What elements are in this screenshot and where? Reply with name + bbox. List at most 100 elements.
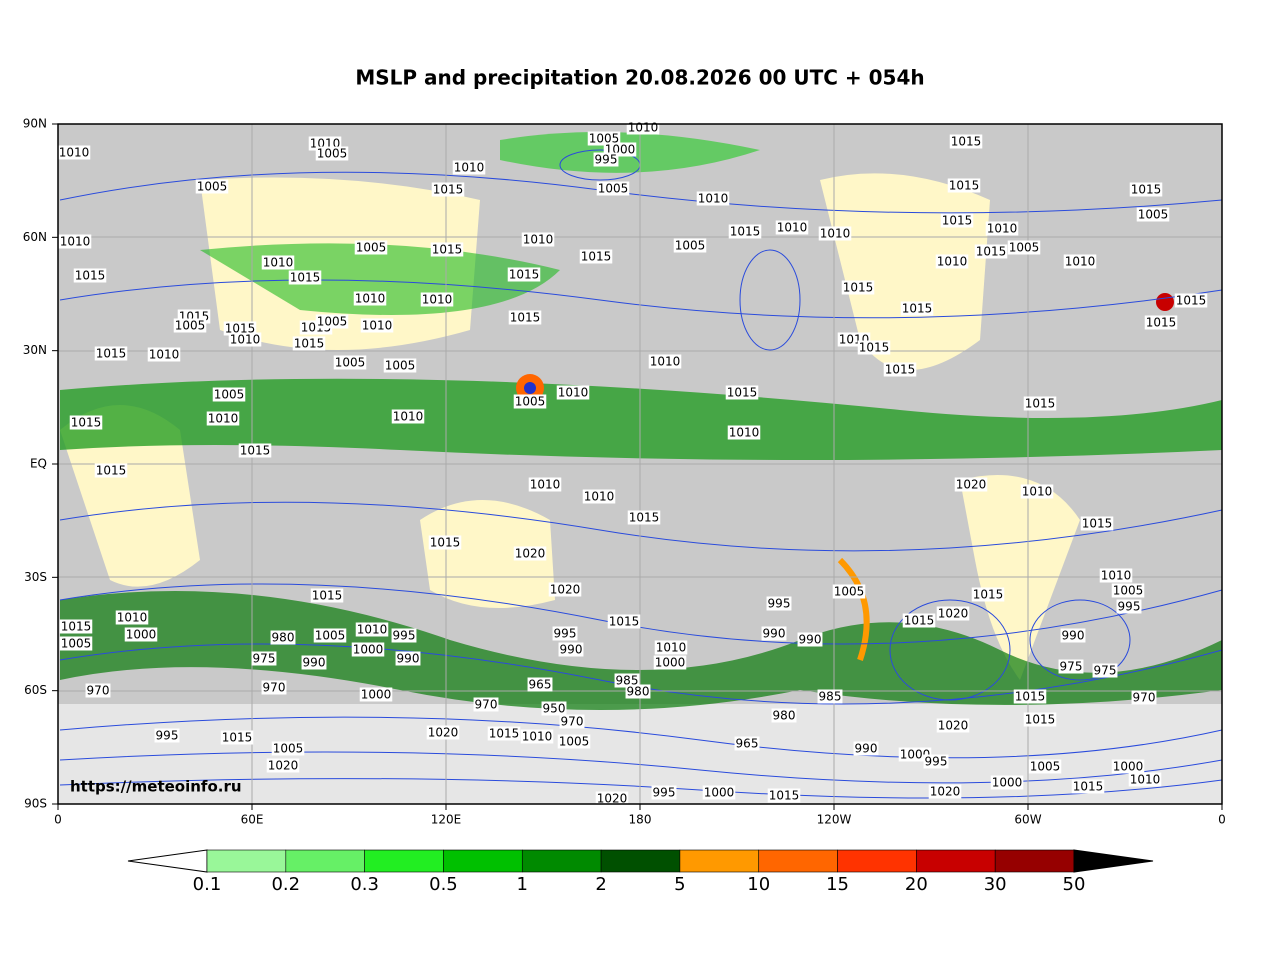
- isobar-label: 970: [1133, 691, 1156, 705]
- isobar-label-bg: [1023, 396, 1057, 411]
- isobar-label: 990: [303, 656, 326, 670]
- isobar-label-bg: [528, 477, 562, 492]
- isobar-label-bg: [898, 747, 932, 762]
- isobar-label: 1015: [581, 250, 612, 264]
- isobar-label-bg: [383, 358, 417, 373]
- isobar-label-bg: [228, 332, 262, 347]
- isobar-label-bg: [985, 221, 1019, 236]
- isobar-label: 1010: [523, 233, 554, 247]
- isobar-label: 1015: [951, 135, 982, 149]
- isobar-label: 1015: [432, 243, 463, 257]
- isobar-label-bg: [797, 632, 823, 647]
- isobar-label-bg: [391, 628, 417, 643]
- isobar-label-bg: [73, 268, 107, 283]
- isobar-label: 1010: [362, 319, 393, 333]
- isobar-label-bg: [428, 535, 462, 550]
- isobar-label-bg: [315, 314, 349, 329]
- isobar-label: 970: [263, 681, 286, 695]
- isobar-label: 1005: [675, 239, 706, 253]
- isobar-label: 1005: [1030, 760, 1061, 774]
- isobar-label: 1000: [900, 748, 931, 762]
- colorbar-box: [443, 849, 523, 873]
- isobar-label-bg: [59, 619, 93, 634]
- isobar-label: 1005: [273, 742, 304, 756]
- isobar-label-bg: [1020, 484, 1054, 499]
- isobar-label-bg: [1013, 689, 1047, 704]
- isobar-label: 1015: [904, 614, 935, 628]
- isobar-label: 1005: [335, 356, 366, 370]
- isobar-label: 1010: [355, 292, 386, 306]
- isobar-label-bg: [301, 655, 327, 670]
- isobar-label: 995: [393, 629, 416, 643]
- isobar-label: 980: [773, 709, 796, 723]
- isobar-label: 1010: [1065, 255, 1096, 269]
- colorbar-label: 0.5: [429, 874, 458, 895]
- isobar-label-bg: [359, 687, 393, 702]
- isobar-label-bg: [902, 613, 936, 628]
- lat-label: EQ: [30, 457, 47, 471]
- isobar-label-bg: [353, 291, 387, 306]
- isobar-label-bg: [1023, 712, 1057, 727]
- isobar-label-bg: [473, 697, 499, 712]
- isobar-label: 970: [561, 715, 584, 729]
- isobar-label: 1010: [558, 386, 589, 400]
- isobar-label-bg: [430, 242, 464, 257]
- isobar-label: 970: [475, 698, 498, 712]
- typhoon-core: [524, 382, 536, 394]
- colorbar-box: [364, 849, 444, 873]
- isobar-label-bg: [310, 588, 344, 603]
- isobar-label: 1000: [1113, 760, 1144, 774]
- isobar-label: 1010: [777, 221, 808, 235]
- itcz-rain: [60, 378, 1222, 460]
- isobar-label-bg: [115, 610, 149, 625]
- isobar-label: 1005: [834, 585, 865, 599]
- isobar-label: 950: [543, 702, 566, 716]
- isobar-label-bg: [206, 411, 240, 426]
- isobar-label-bg: [1092, 663, 1118, 678]
- isobar-label: 1010: [1101, 569, 1132, 583]
- isobar-label-bg: [651, 785, 677, 800]
- isobar-label: 1015: [727, 386, 758, 400]
- isobar-label-bg: [935, 254, 969, 269]
- isobar-label: 1005: [1009, 241, 1040, 255]
- isobar-label: 1015: [1015, 690, 1046, 704]
- isobar-label-bg: [94, 346, 128, 361]
- isobar-label: 995: [653, 786, 676, 800]
- isobar-label-bg: [147, 347, 181, 362]
- isobar-label: 1015: [859, 341, 890, 355]
- isobar-label: 1015: [885, 363, 916, 377]
- isobar-label-bg: [59, 636, 93, 651]
- isobar-label-bg: [556, 385, 590, 400]
- isobar-label-bg: [154, 728, 180, 743]
- isobar-label-bg: [513, 546, 547, 561]
- isobar-label-bg: [487, 726, 521, 741]
- isobar-label: 1020: [550, 583, 581, 597]
- isobar-label: 1005: [317, 315, 348, 329]
- isobar-label-bg: [513, 394, 547, 409]
- isobar-label: 1015: [1146, 316, 1177, 330]
- lat-label: 30N: [23, 343, 47, 357]
- isobar-label: 1015: [843, 281, 874, 295]
- isobar-label-bg: [558, 642, 584, 657]
- isobar-label-bg: [261, 680, 287, 695]
- isobar-label-bg: [627, 510, 661, 525]
- isobar-label-bg: [696, 191, 730, 206]
- colorbar-box: [837, 849, 917, 873]
- isobar-label-bg: [596, 181, 630, 196]
- australia: [420, 500, 555, 608]
- isobar-label-bg: [333, 355, 367, 370]
- southern-rain: [60, 591, 1222, 710]
- colorbar-label: 0.1: [193, 874, 222, 895]
- front-rain: [837, 557, 870, 661]
- isobar-labels: 1010 1010 1005 1010 1015 1005 1005 1010 1000 995 1…: [57, 120, 1208, 806]
- isobar-label: 970: [87, 684, 110, 698]
- title: MSLP and precipitation 20.08.2026 00 UTC…: [355, 66, 924, 90]
- isobar-label-bg: [58, 234, 92, 249]
- isobar-label: 1015: [294, 337, 325, 351]
- isobar-label: 1005: [175, 319, 206, 333]
- isobar-label: 995: [156, 729, 179, 743]
- isobar-label: 1015: [290, 271, 321, 285]
- isobar-label-bg: [1131, 690, 1157, 705]
- isobar-label-bg: [124, 627, 158, 642]
